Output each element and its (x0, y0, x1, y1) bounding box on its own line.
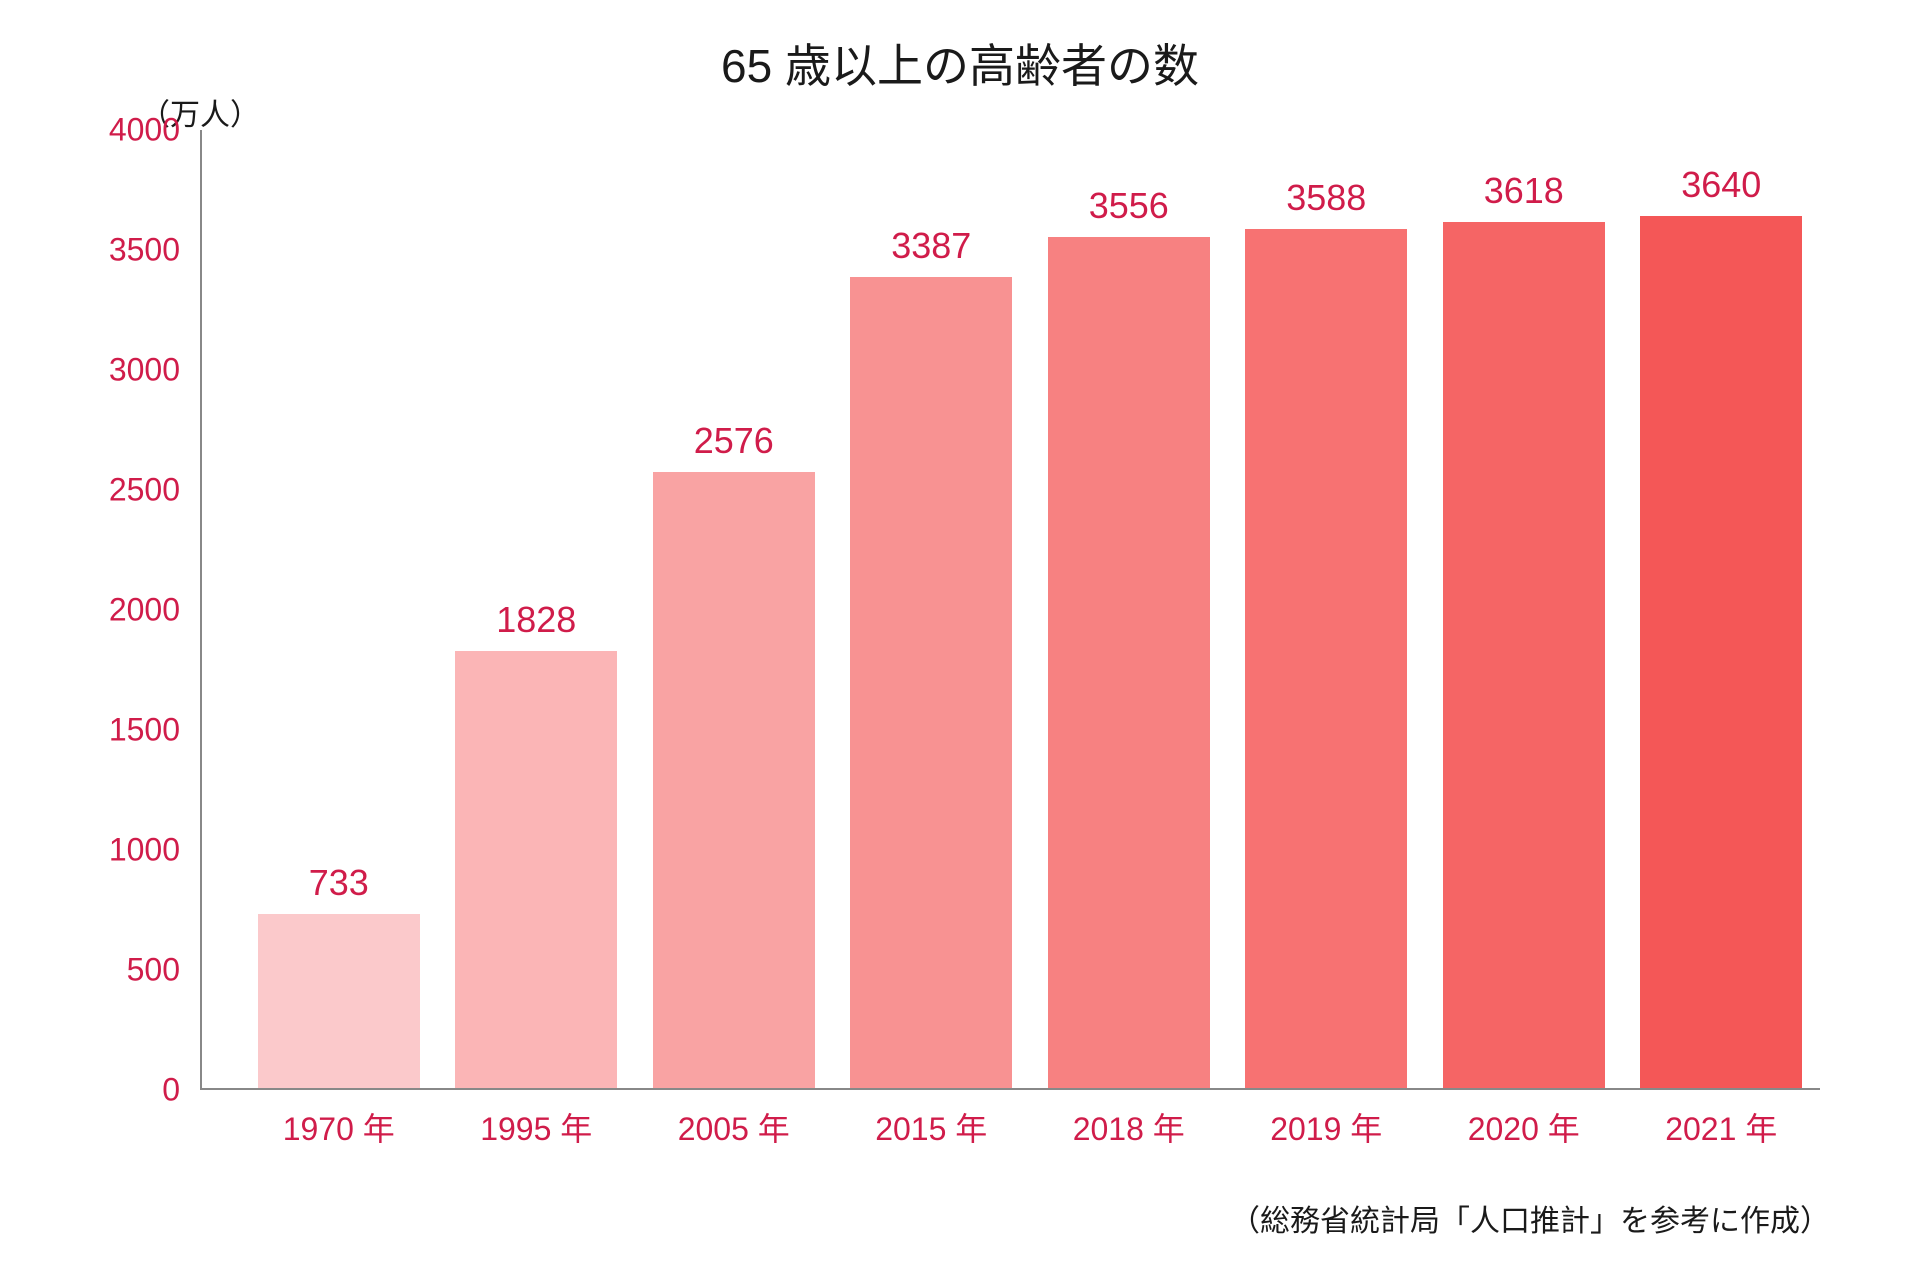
bar-slot: 25762005 年 (635, 130, 833, 1090)
bar-value-label: 3588 (1286, 177, 1366, 219)
chart-title: 65 歳以上の高齢者の数 (0, 30, 1920, 96)
y-tick-label: 1000 (109, 832, 180, 869)
plot-area: 7331970 年18281995 年25762005 年33872015 年3… (200, 130, 1820, 1090)
y-tick-label: 3000 (109, 352, 180, 389)
bar-slot: 33872015 年 (833, 130, 1031, 1090)
bar: 3556 (1048, 237, 1210, 1090)
bar-value-label: 2576 (694, 420, 774, 462)
x-tick-label: 1995 年 (480, 1104, 592, 1150)
x-tick-label: 1970 年 (283, 1104, 395, 1150)
x-tick-label: 2005 年 (678, 1104, 790, 1150)
bar: 3588 (1245, 229, 1407, 1090)
y-tick-label: 4000 (109, 112, 180, 149)
bars-container: 7331970 年18281995 年25762005 年33872015 年3… (200, 130, 1820, 1090)
bar-slot: 35562018 年 (1030, 130, 1228, 1090)
x-tick-label: 2018 年 (1073, 1104, 1185, 1150)
bar-slot: 36182020 年 (1425, 130, 1623, 1090)
bar: 3640 (1640, 216, 1802, 1090)
x-tick-label: 2019 年 (1270, 1104, 1382, 1150)
y-axis-line (200, 130, 202, 1090)
x-tick-label: 2015 年 (875, 1104, 987, 1150)
bar-slot: 18281995 年 (438, 130, 636, 1090)
bar-value-label: 3640 (1681, 164, 1761, 206)
y-tick-label: 3500 (109, 232, 180, 269)
bar-slot: 7331970 年 (240, 130, 438, 1090)
x-axis-line (200, 1088, 1820, 1090)
bar: 2576 (653, 472, 815, 1090)
bar: 3618 (1443, 222, 1605, 1090)
bar-slot: 36402021 年 (1623, 130, 1821, 1090)
x-tick-label: 2021 年 (1665, 1104, 1777, 1150)
bar-value-label: 3556 (1089, 185, 1169, 227)
y-tick-label: 2500 (109, 472, 180, 509)
y-tick-label: 500 (127, 952, 180, 989)
y-tick-label: 2000 (109, 592, 180, 629)
bar-value-label: 733 (309, 862, 369, 904)
bar-value-label: 3387 (891, 225, 971, 267)
x-tick-label: 2020 年 (1468, 1104, 1580, 1150)
bar-chart: 65 歳以上の高齢者の数 （万人） 7331970 年18281995 年257… (0, 0, 1920, 1280)
bar-value-label: 1828 (496, 599, 576, 641)
y-tick-label: 1500 (109, 712, 180, 749)
bar-value-label: 3618 (1484, 170, 1564, 212)
bar: 1828 (455, 651, 617, 1090)
bar: 733 (258, 914, 420, 1090)
bar-slot: 35882019 年 (1228, 130, 1426, 1090)
bar: 3387 (850, 277, 1012, 1090)
y-tick-label: 0 (162, 1072, 180, 1109)
source-note: （総務省統計局「人口推計」を参考に作成） (1230, 1196, 1830, 1240)
